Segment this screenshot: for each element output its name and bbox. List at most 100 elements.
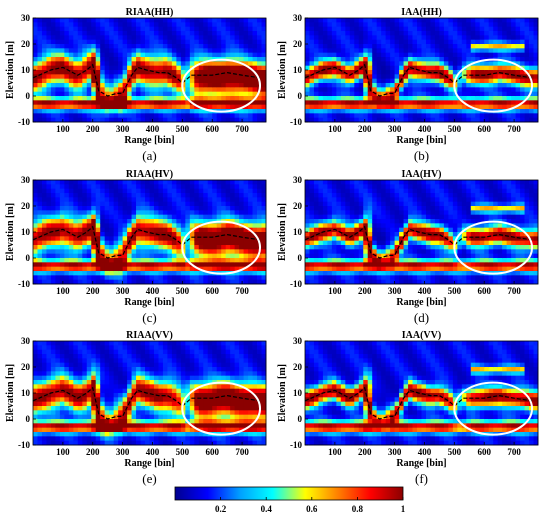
heatmap-cell xyxy=(127,74,132,80)
heatmap-cell xyxy=(305,70,310,75)
heatmap-cell xyxy=(230,279,236,285)
heatmap-cell xyxy=(140,26,146,32)
heatmap-cell xyxy=(457,206,463,211)
heatmap-cell xyxy=(189,39,195,45)
heatmap-cell xyxy=(261,35,267,41)
heatmap-cell xyxy=(394,65,400,71)
heatmap-cell xyxy=(322,22,328,28)
heatmap-cell xyxy=(340,266,346,272)
heatmap-cell xyxy=(59,39,65,45)
heatmap-cell xyxy=(484,39,490,45)
heatmap-cell xyxy=(194,245,200,250)
heatmap-cell xyxy=(515,279,521,285)
heatmap-cell xyxy=(354,52,360,58)
heatmap-cell xyxy=(145,219,150,224)
heatmap-cell xyxy=(207,26,213,32)
heatmap-cell xyxy=(340,57,346,62)
heatmap-cell xyxy=(46,210,52,216)
heatmap-cell xyxy=(430,109,436,114)
heatmap-cell xyxy=(153,266,159,272)
heatmap-cell xyxy=(345,61,351,67)
heatmap-cell xyxy=(452,219,458,224)
heatmap-cell xyxy=(153,74,159,80)
heatmap-cell xyxy=(403,61,409,67)
heatmap-cell xyxy=(131,74,137,80)
heatmap-cell xyxy=(176,271,182,276)
heatmap-cell xyxy=(484,83,490,88)
heatmap-cell xyxy=(520,31,525,36)
heatmap-cell xyxy=(100,61,106,67)
heatmap-cell xyxy=(248,87,253,93)
heatmap-cell xyxy=(194,61,200,67)
heatmap-cell xyxy=(394,253,400,259)
heatmap-cell xyxy=(363,87,369,93)
heatmap-cell xyxy=(372,70,378,75)
heatmap-cell xyxy=(452,180,458,185)
heatmap-cell xyxy=(349,87,355,93)
heatmap-cell xyxy=(194,87,200,93)
heatmap-cell xyxy=(533,87,539,93)
heatmap-cell xyxy=(443,100,449,106)
heatmap-cell xyxy=(466,266,472,272)
heatmap-cell xyxy=(136,258,141,263)
heatmap-cell xyxy=(345,48,351,54)
heatmap-cell xyxy=(153,18,159,23)
heatmap-cell xyxy=(425,180,431,185)
heatmap-cell xyxy=(127,100,132,106)
heatmap-cell xyxy=(524,39,530,45)
heatmap-cell xyxy=(37,109,43,114)
heatmap-cell xyxy=(461,18,467,23)
heatmap-cell xyxy=(109,184,115,190)
heatmap-cell xyxy=(216,35,222,41)
heatmap-cell xyxy=(180,201,186,207)
heatmap-cell xyxy=(434,249,440,255)
heatmap-cell xyxy=(73,78,79,84)
heatmap-cell xyxy=(46,26,52,32)
heatmap-cell xyxy=(82,109,88,114)
heatmap-cell xyxy=(104,57,110,62)
heatmap-cell xyxy=(385,253,391,259)
heatmap-cell xyxy=(153,91,159,97)
heatmap-cell xyxy=(309,87,315,93)
heatmap-cell xyxy=(349,193,355,198)
heatmap-cell xyxy=(322,253,328,259)
heatmap-cell xyxy=(257,266,262,272)
heatmap-cell xyxy=(33,232,38,237)
heatmap-cell xyxy=(385,100,391,106)
heatmap-cell xyxy=(408,61,413,67)
heatmap-cell xyxy=(479,39,485,45)
heatmap-cell xyxy=(50,48,56,54)
heatmap-cell xyxy=(439,61,445,67)
heatmap-cell xyxy=(506,180,512,185)
heatmap-cell xyxy=(252,184,258,190)
heatmap-cell xyxy=(207,262,213,268)
heatmap-cell xyxy=(158,26,164,32)
heatmap-cell xyxy=(243,245,249,250)
heatmap-cell xyxy=(358,193,364,198)
heatmap-cell xyxy=(340,44,346,49)
heatmap-cell xyxy=(430,70,436,75)
heatmap-cell xyxy=(194,48,200,54)
heatmap-cell xyxy=(225,35,231,41)
heatmap-cell xyxy=(439,39,445,45)
heatmap-cell xyxy=(372,223,378,229)
heatmap-cell xyxy=(452,52,458,58)
heatmap-cell xyxy=(167,214,173,220)
heatmap-cell xyxy=(50,236,56,242)
heatmap-cell xyxy=(443,210,449,216)
heatmap-cell xyxy=(82,253,88,259)
heatmap-cell xyxy=(122,193,128,198)
heatmap-cell xyxy=(515,52,521,58)
heatmap-cell xyxy=(345,206,351,211)
heatmap-cell xyxy=(153,31,159,36)
heatmap-cell xyxy=(230,188,236,194)
heatmap-cell xyxy=(452,279,458,285)
heatmap-cell xyxy=(239,249,244,255)
heatmap-cell xyxy=(176,227,182,233)
heatmap-cell xyxy=(158,100,164,106)
heatmap-cell xyxy=(417,48,422,54)
heatmap-cell xyxy=(252,48,258,54)
heatmap-cell xyxy=(506,39,512,45)
heatmap-cell xyxy=(408,22,413,28)
heatmap-cell xyxy=(533,113,539,119)
